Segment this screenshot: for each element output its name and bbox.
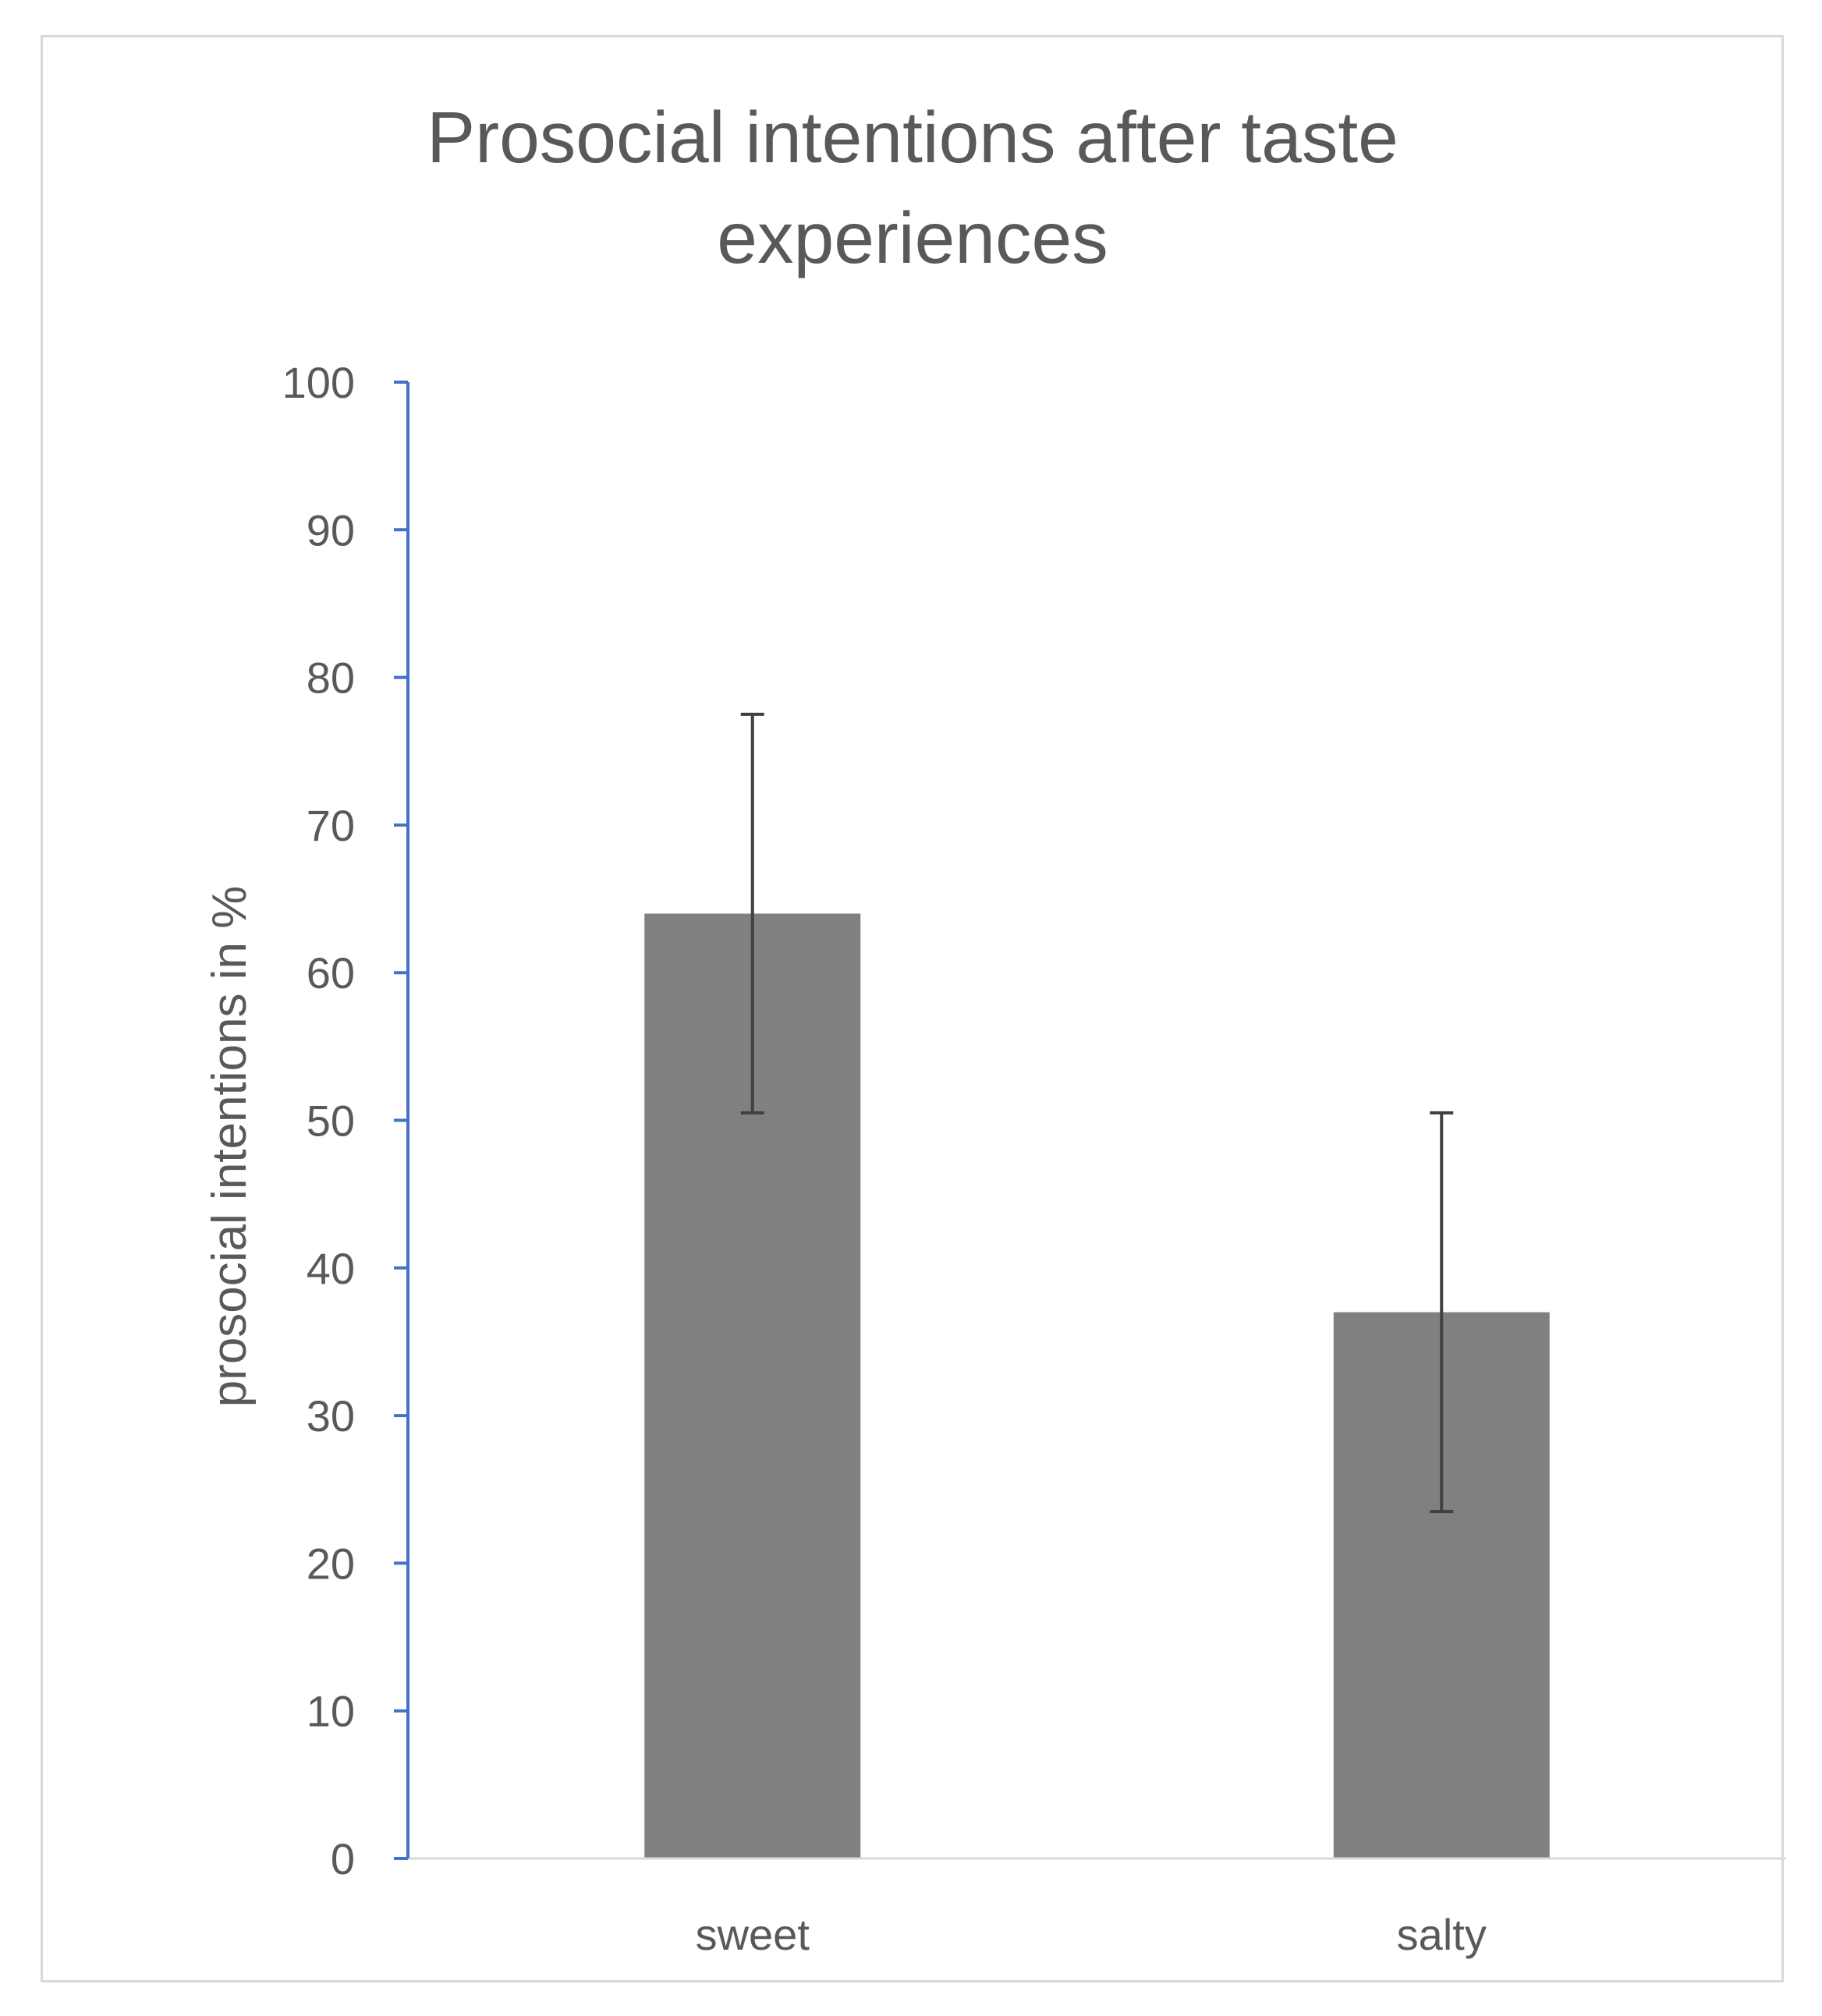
y-tick-label-60: 60 [307, 948, 355, 997]
chart-title: Prosocial intentions after taste experie… [427, 97, 1398, 278]
plot-area: sweet salty 0 10 20 30 40 50 60 70 80 90 100 [282, 358, 1786, 1959]
y-tick-label-90: 90 [307, 505, 355, 554]
y-tick-label-80: 80 [307, 654, 355, 703]
y-tick-label-20: 20 [307, 1539, 355, 1588]
y-tick-label-100: 100 [282, 358, 355, 407]
chart-title-line-1: Prosocial intentions after taste [427, 97, 1398, 178]
y-tick-label-40: 40 [307, 1244, 355, 1293]
x-tick-label-salty: salty [1397, 1910, 1487, 1959]
y-tick-label-70: 70 [307, 801, 355, 850]
y-tick-label-30: 30 [307, 1391, 355, 1440]
y-axis-label: prosocial intentions in % [203, 886, 257, 1408]
chart-title-line-2: experiences [717, 197, 1108, 278]
y-tick-label-10: 10 [307, 1687, 355, 1736]
y-tick-label-50: 50 [307, 1097, 355, 1146]
x-tick-label-sweet: sweet [696, 1910, 810, 1959]
y-tick-label-0: 0 [331, 1834, 355, 1883]
